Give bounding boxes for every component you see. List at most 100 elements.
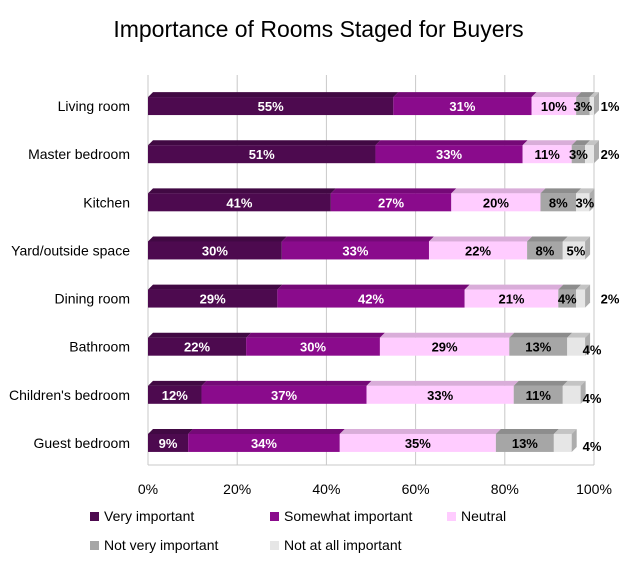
legend-swatch xyxy=(270,511,279,521)
legend-item-not-very-important: Not very important xyxy=(90,537,218,553)
legend-label: Somewhat important xyxy=(284,508,413,524)
bar-segment-top xyxy=(464,284,564,290)
category-label: Bathroom xyxy=(69,339,130,355)
bar-segment-top xyxy=(330,188,457,194)
legend-label: Not very important xyxy=(104,537,219,553)
bar-segment xyxy=(513,385,563,404)
bar-segment xyxy=(428,241,528,260)
bar-segment xyxy=(379,337,510,356)
bar-segment xyxy=(277,289,465,308)
data-label: 2% xyxy=(601,147,620,162)
bar-segment xyxy=(522,145,572,164)
chart-title: Importance of Rooms Staged for Buyers xyxy=(113,16,524,42)
bar-segment xyxy=(339,433,496,452)
bar-segment-top xyxy=(148,428,194,434)
bar-segment-top xyxy=(201,380,372,386)
bar-segment xyxy=(281,241,429,260)
data-label: 3% xyxy=(573,99,592,114)
bar-segment-top xyxy=(393,92,537,98)
bar-segment-top xyxy=(531,92,582,98)
data-label: 8% xyxy=(536,243,555,258)
bar-segment xyxy=(571,145,586,164)
bar-segment xyxy=(567,337,586,356)
bar-segment-top xyxy=(589,92,599,98)
bar-segment-top xyxy=(576,284,591,290)
data-label: 11% xyxy=(535,147,561,162)
bar-segment-top xyxy=(379,332,515,338)
bar-segment-top xyxy=(148,332,252,338)
data-label: 4% xyxy=(558,292,577,307)
bar-segment xyxy=(509,337,568,356)
data-label: 42% xyxy=(358,292,384,307)
bar-segment xyxy=(188,433,340,452)
legend-swatch xyxy=(90,511,99,521)
bar-segment-top xyxy=(148,140,381,146)
data-label: 13% xyxy=(512,436,538,451)
bars-layer xyxy=(148,92,599,452)
bar-side xyxy=(594,140,599,164)
data-label: 1% xyxy=(601,99,620,114)
legend-label: Very important xyxy=(104,508,195,524)
data-label: 30% xyxy=(202,243,228,258)
bar-segment-top xyxy=(428,236,533,242)
data-label: 20% xyxy=(483,195,509,210)
data-label: 21% xyxy=(498,292,524,307)
bar-segment-top xyxy=(540,188,582,194)
legend-swatch xyxy=(270,540,279,550)
bar-segment xyxy=(201,385,367,404)
legend-item-somewhat-important: Somewhat important xyxy=(270,508,412,524)
axis-layer: 0% 20% 40% 60% 80% 100% Living room Master bedr… xyxy=(9,98,612,497)
bar-segment-top xyxy=(148,188,336,194)
data-label: 34% xyxy=(251,436,277,451)
x-tick-label: 40% xyxy=(312,481,340,497)
bar-segment-top xyxy=(562,380,586,386)
bar-segment-top xyxy=(148,236,287,242)
bar-segment-top xyxy=(495,428,559,434)
bar-segment xyxy=(589,97,594,116)
bar-segment xyxy=(366,385,514,404)
data-label: 13% xyxy=(525,340,551,355)
bar-segment-top xyxy=(148,380,207,386)
bar-segment xyxy=(375,145,523,164)
bar-segment xyxy=(148,193,331,212)
bar-segment-top xyxy=(366,380,519,386)
bar-segment-top xyxy=(513,380,568,386)
bar-segment-top xyxy=(553,428,577,434)
bar-segment xyxy=(148,337,247,356)
data-label: 5% xyxy=(567,243,586,258)
category-label: Kitchen xyxy=(83,194,130,210)
bar-segment-top xyxy=(567,332,591,338)
bar-segment xyxy=(562,385,581,404)
data-label: 55% xyxy=(258,99,284,114)
bar-segment-top xyxy=(375,140,528,146)
stacked-bar-chart: 55% 31% 10% 3% 1% 51% 33% 11% 3% 2% 41% 27% 20% 8% 3% 3… xyxy=(9,75,620,497)
bar-segment xyxy=(576,193,590,212)
bar-segment-top xyxy=(281,236,434,242)
x-tick-label: 100% xyxy=(576,481,612,497)
x-tick-label: 0% xyxy=(138,481,158,497)
legend-swatch xyxy=(90,540,99,550)
bar-side xyxy=(571,428,577,452)
bar-segment xyxy=(330,193,452,212)
bar-segment-top xyxy=(451,188,546,194)
bar-segment xyxy=(246,337,380,356)
data-label: 33% xyxy=(427,388,453,403)
bar-segment-top xyxy=(339,428,501,434)
bar-side xyxy=(580,380,586,404)
grid-layer xyxy=(147,75,595,465)
data-label: 51% xyxy=(249,147,275,162)
bar-segment xyxy=(495,433,554,452)
bar-segment xyxy=(148,433,189,452)
bar-segment-top xyxy=(571,140,591,146)
bar-segment xyxy=(531,97,577,116)
bar-segment xyxy=(576,289,586,308)
bar-segment-top xyxy=(509,332,573,338)
data-label: 4% xyxy=(583,391,602,406)
data-label: 8% xyxy=(549,195,568,210)
bar-segment-top xyxy=(576,92,595,98)
labels-layer: 55% 31% 10% 3% 1% 51% 33% 11% 3% 2% 41% 27% 20% 8% 3% 3… xyxy=(159,99,620,454)
data-label: 10% xyxy=(541,99,567,114)
data-label: 22% xyxy=(465,243,491,258)
category-label: Guest bedroom xyxy=(34,435,131,451)
data-label: 33% xyxy=(436,147,462,162)
